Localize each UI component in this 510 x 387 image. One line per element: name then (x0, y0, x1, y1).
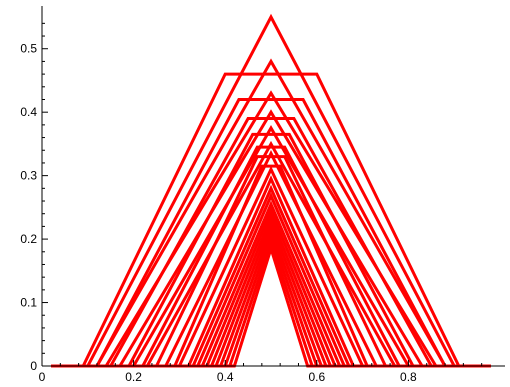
axes: 0 0.1 0.2 0.3 0.4 0.5 0 0.2 0.4 0.6 0.8 (20, 6, 505, 384)
series-layer (51, 13, 491, 368)
x-tick-label: 0.8 (400, 370, 417, 384)
x-tick-label: 0.6 (308, 370, 325, 384)
y-tick-label: 0.3 (20, 169, 37, 183)
y-tick-label: 0.2 (20, 232, 37, 246)
y-tick-label: 0 (30, 359, 37, 373)
x-tick-label: 0.4 (217, 370, 234, 384)
x-tick-label: 0 (39, 370, 46, 384)
y-tick-label: 0.1 (20, 296, 37, 310)
y-tick-label: 0.4 (20, 105, 37, 119)
x-tick-label: 0.2 (125, 370, 142, 384)
y-tick-label: 0.5 (20, 42, 37, 56)
